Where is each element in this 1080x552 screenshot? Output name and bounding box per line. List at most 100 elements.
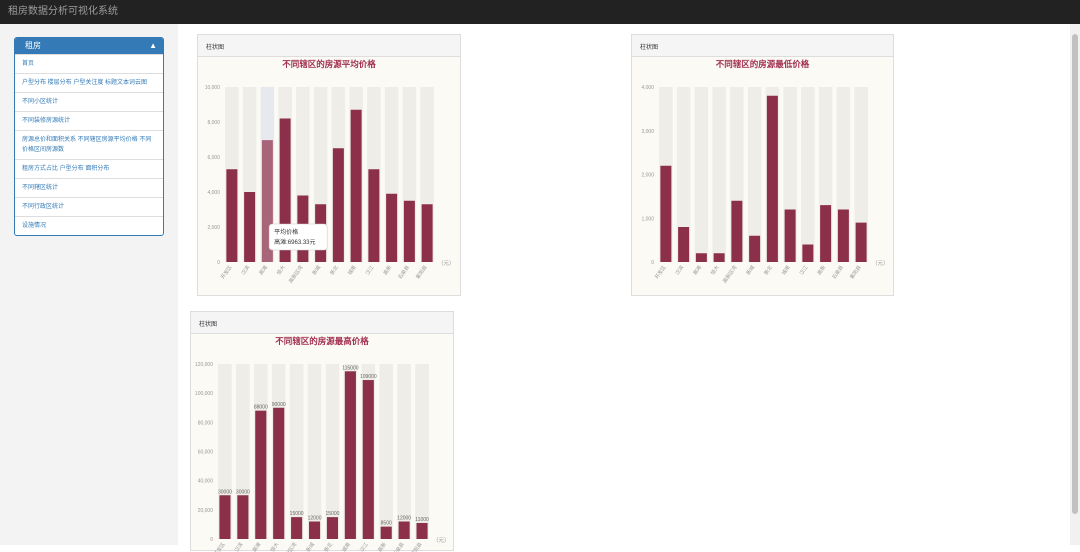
chart-bar — [291, 517, 303, 539]
sidebar-menu-item[interactable]: 不同行政区统计 — [15, 197, 163, 216]
chart-bar — [820, 205, 832, 262]
x-tick-label: 高新 — [376, 541, 387, 552]
chart-bar — [308, 521, 321, 539]
data-label: 90000 — [272, 402, 286, 408]
x-tick-label: 开发区 — [212, 541, 226, 552]
sidebar-menu-item[interactable]: 不同小区统计 — [15, 92, 163, 111]
chart-column-band — [676, 87, 691, 262]
chart-column-band — [747, 87, 762, 262]
chart-bar — [244, 192, 256, 262]
chart-bar — [362, 380, 374, 539]
data-label: 12000 — [397, 516, 411, 522]
x-tick-label: 汉滨 — [674, 264, 685, 276]
sidebar-menu-item[interactable]: 房源总价和面积关系 不同辖区房源平均价格 不同价格区间房源数 — [15, 130, 163, 159]
x-tick-label: 紫阳县 — [409, 541, 423, 552]
chart-bar — [695, 253, 707, 262]
data-label: 30000 — [236, 489, 250, 495]
chart-bar — [380, 526, 392, 539]
chart-column-band — [694, 87, 709, 262]
x-tick-label: 汉滨 — [233, 541, 244, 552]
sidebar-menu-item[interactable]: 首页 — [15, 54, 163, 73]
app-title-bar: 租房数据分析可视化系统 — [0, 0, 1080, 24]
chart-bar — [261, 140, 273, 262]
data-label: 109000 — [360, 374, 377, 380]
y-tick-label: 0 — [651, 260, 654, 266]
x-tick-label: 新城 — [311, 264, 322, 276]
y-tick-label: 100,000 — [195, 391, 213, 397]
data-label: 115000 — [342, 365, 359, 371]
avg-price-bar-chart: 不同辖区的房源平均价格 0 2,000 4,000 6,000 8,000 10,000 开发… — [205, 59, 455, 285]
chart-bar — [784, 209, 796, 262]
chart-bar — [255, 410, 267, 539]
chart-bar — [219, 495, 231, 539]
data-label: 30000 — [218, 489, 232, 495]
x-tick-label: 高新区湾 — [721, 264, 738, 284]
chart-column-band — [289, 364, 304, 539]
chevron-up-icon[interactable]: ▲ — [149, 41, 157, 50]
y-tick-label: 60,000 — [198, 450, 214, 456]
chart-column-band — [325, 364, 340, 539]
chart-bar — [237, 495, 249, 539]
chart-bar — [403, 200, 415, 262]
y-tick-label: 4,000 — [641, 85, 654, 91]
y-tick-label: 80,000 — [198, 420, 214, 426]
sidebar-menu-panel: 租房 ▲ 首页 户型分布 楼层分布 户型关注度 标题文本词云图 不同小区统计 不同装修… — [14, 37, 164, 236]
chart-column-band — [801, 87, 815, 262]
chart-bar — [326, 517, 339, 539]
chart-card-avg: 柱状图 不同辖区的房源平均价格 0 2,000 4,000 6,000 8,000 10,0… — [197, 34, 461, 296]
y-tick-label: 2,000 — [641, 173, 654, 179]
chart-bar — [332, 148, 344, 262]
chart-bar — [802, 244, 814, 262]
x-tick-label: 城南 — [780, 264, 791, 276]
sidebar-menu-item[interactable]: 设施情况 — [15, 216, 163, 235]
x-tick-label: 紫阳县 — [414, 264, 428, 280]
card-header: 柱状图 — [191, 312, 453, 334]
x-tick-label: 城南 — [346, 264, 357, 276]
chart-column-band — [854, 87, 868, 262]
data-label: 15000 — [290, 511, 304, 517]
max-price-bar-chart: 不同辖区的房源最高价格 0 20,000 40,000 60,000 80,000 100,… — [195, 336, 450, 552]
chart-column-band — [712, 87, 726, 262]
chart-bar — [837, 209, 849, 262]
sidebar-menu-item[interactable]: 租房方式占比 户型分布 面积分布 — [15, 159, 163, 178]
y-tick-label: 10,000 — [205, 85, 221, 91]
card-header: 柱状图 — [198, 35, 460, 57]
chart-card-min: 柱状图 不同辖区的房源最低价格 0 1,000 2,000 3,000 4,000 开发区汉… — [631, 34, 894, 296]
y-tick-label: 3,000 — [641, 129, 654, 135]
x-tick-label: 高滩 — [258, 264, 269, 276]
menu-header[interactable]: 租房 ▲ — [15, 38, 163, 54]
sidebar-menu-item[interactable]: 不同辖区统计 — [15, 178, 163, 197]
chart-bar — [421, 204, 433, 262]
sidebar-menu-item[interactable]: 不同装修房源统计 — [15, 111, 163, 130]
chart-title: 不同辖区的房源最高价格 — [275, 336, 369, 346]
x-tick-label: 汉江 — [358, 541, 369, 552]
y-tick-label: 0 — [217, 260, 220, 266]
scrollbar-thumb[interactable] — [1072, 34, 1078, 514]
app-title: 租房数据分析可视化系统 — [8, 6, 118, 17]
chart-bar — [226, 169, 238, 262]
chart-column-band — [379, 364, 394, 539]
x-tick-label: 新城 — [305, 541, 316, 552]
axis-unit-label: （元） — [433, 537, 450, 544]
chart-bar — [416, 522, 428, 539]
x-tick-label: 新北 — [323, 541, 334, 552]
y-tick-label: 120,000 — [195, 362, 213, 368]
chart-bar — [855, 222, 867, 262]
chart-bar — [766, 95, 778, 262]
sidebar-menu-item[interactable]: 户型分布 楼层分布 户型关注度 标题文本词云图 — [15, 73, 163, 92]
x-tick-label: 高新 — [816, 264, 827, 276]
x-tick-label: 恒大 — [275, 264, 286, 276]
x-tick-label: 高新 — [382, 264, 393, 276]
chart-bar — [344, 371, 356, 539]
page-scrollbar[interactable] — [1070, 24, 1080, 545]
data-label: 15000 — [326, 511, 340, 517]
chart-bar — [660, 165, 672, 262]
chart-bar — [279, 118, 291, 262]
data-label: 11000 — [415, 517, 429, 523]
x-tick-label: 高滩 — [251, 541, 262, 552]
axis-unit-label: （元） — [872, 260, 889, 267]
chart-bar — [749, 235, 761, 262]
tooltip-title: 平均价格 — [274, 228, 298, 236]
x-tick-label: 新北 — [329, 264, 340, 276]
data-label: 8500 — [381, 521, 392, 527]
